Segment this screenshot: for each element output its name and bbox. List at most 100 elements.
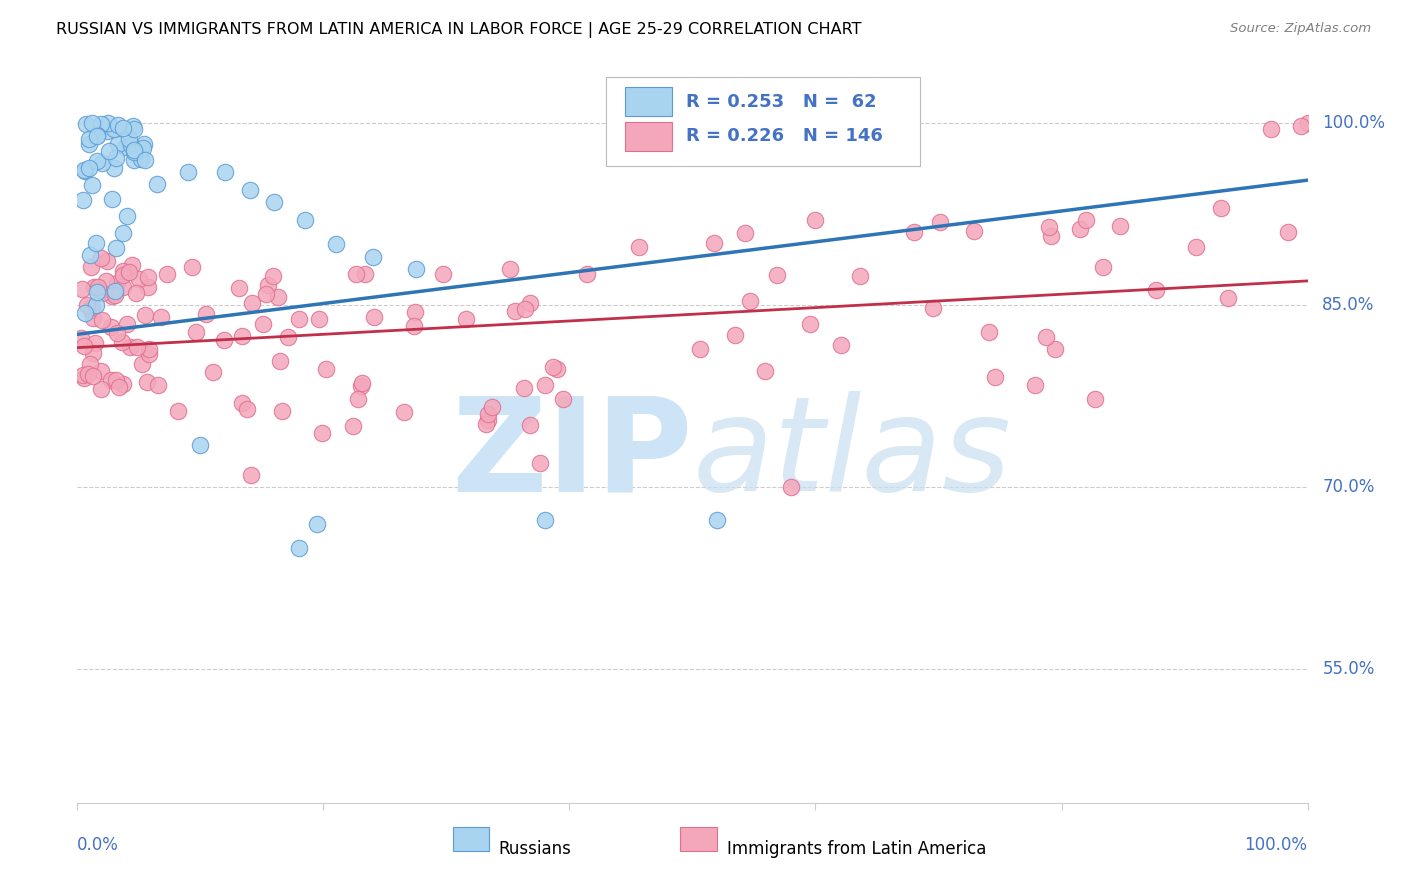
Point [546,362,568,376]
Point [73,306,96,320]
Point [724,327,747,342]
Point [188,438,212,452]
Point [105,373,128,387]
Point [111,377,134,392]
Point [534,378,557,392]
Point [111,263,134,277]
Point [543,360,565,375]
Point [576,268,599,282]
Point [136,279,159,293]
Point [91,313,114,327]
Point [315,361,337,376]
Point [804,213,827,227]
Point [117,265,139,279]
Point [848,268,870,283]
Point [77,136,100,151]
Text: 100.0%: 100.0% [1323,114,1385,132]
Point [404,305,426,319]
Point [977,325,1000,339]
Point [1076,213,1098,227]
Point [519,295,541,310]
Point [104,284,127,298]
Point [1216,292,1239,306]
Point [115,317,138,331]
Point [101,192,124,206]
Point [104,241,127,255]
Text: Source: ZipAtlas.com: Source: ZipAtlas.com [1230,22,1371,36]
Point [70,282,93,296]
Point [1084,392,1107,407]
Point [799,318,821,332]
Point [1260,122,1282,136]
Point [156,267,179,281]
Point [627,240,650,254]
Point [104,288,127,302]
Point [118,132,141,146]
Point [87,280,110,294]
Point [294,213,316,227]
Point [780,480,803,494]
Point [1069,221,1091,235]
Point [231,396,253,410]
Point [122,153,145,167]
Point [765,268,787,283]
Point [344,267,367,281]
FancyBboxPatch shape [453,827,489,851]
Point [122,145,145,160]
Point [112,121,135,136]
Point [100,320,122,334]
Point [515,302,537,317]
Point [82,310,104,325]
Point [262,268,284,283]
Point [350,376,373,390]
Point [75,164,97,178]
Point [114,140,136,154]
Point [307,516,329,531]
FancyBboxPatch shape [624,87,672,117]
Point [134,308,156,322]
Point [127,340,149,354]
Point [107,136,129,151]
Point [288,541,311,555]
Point [529,456,551,470]
Point [257,277,280,292]
Point [963,224,986,238]
Text: Russians: Russians [498,840,571,858]
Point [138,342,160,356]
Point [82,345,104,359]
Point [263,194,285,209]
Point [239,468,262,483]
Point [86,128,108,143]
Point [120,340,142,354]
Point [1024,377,1046,392]
Point [80,178,103,192]
Point [202,365,225,379]
Point [121,258,143,272]
Point [405,261,427,276]
Point [513,381,536,395]
Point [90,364,112,378]
Point [136,270,159,285]
Point [86,154,108,169]
Point [97,144,120,158]
Point [84,335,107,350]
Point [90,117,112,131]
Text: 0.0%: 0.0% [77,836,120,855]
Point [1185,240,1208,254]
Point [481,401,503,415]
Point [903,225,925,239]
Point [104,151,127,165]
Point [83,280,105,294]
Point [166,404,188,418]
FancyBboxPatch shape [606,78,920,166]
Point [103,161,125,175]
Point [503,304,526,318]
Point [75,117,97,131]
Point [112,226,135,240]
Point [79,161,101,175]
Point [392,405,415,419]
Point [432,267,454,281]
Point [342,418,364,433]
Point [1277,225,1299,239]
Point [129,152,152,166]
